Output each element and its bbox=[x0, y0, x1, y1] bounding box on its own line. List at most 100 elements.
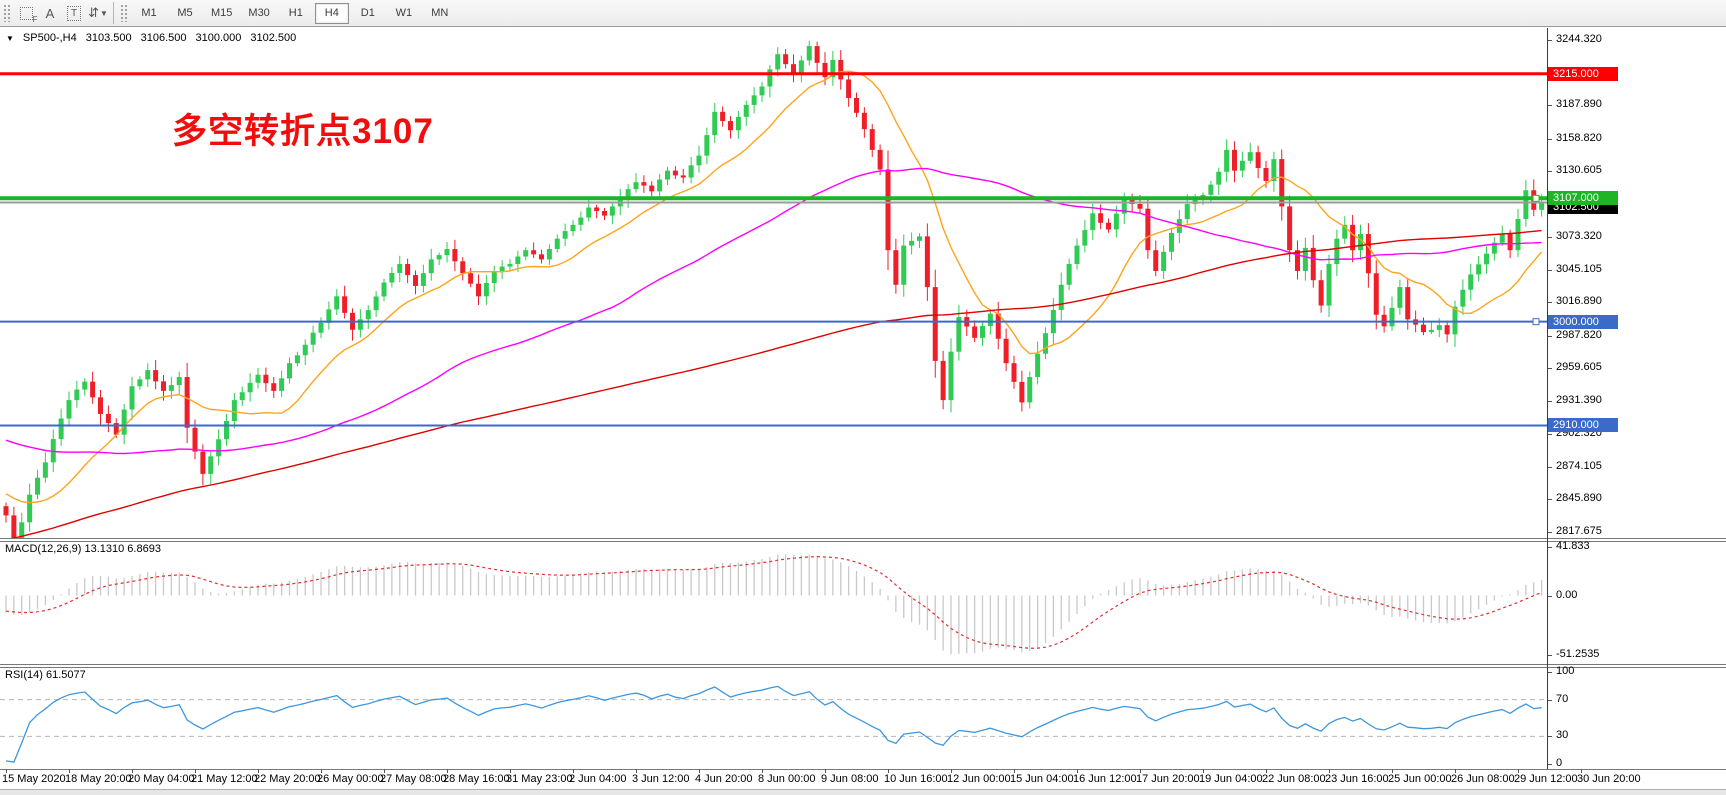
candle-body bbox=[877, 149, 883, 170]
time-tick-mark bbox=[1140, 769, 1141, 773]
candle-body bbox=[712, 111, 718, 136]
ma-150-line bbox=[10, 229, 1542, 538]
horizontal-scrollbar[interactable] bbox=[0, 789, 1726, 795]
timeframe-button-m15[interactable]: M15 bbox=[211, 7, 233, 19]
timeframe-button-h4[interactable]: H4 bbox=[314, 2, 349, 24]
candle-body bbox=[1153, 250, 1159, 271]
arrows-dropdown-caret[interactable]: ▼ bbox=[99, 8, 108, 18]
timeframe-button-m5[interactable]: M5 bbox=[177, 7, 193, 19]
candle-body bbox=[1279, 159, 1285, 207]
candle-body bbox=[924, 236, 930, 288]
time-tick-mark bbox=[6, 769, 7, 773]
candle-body bbox=[452, 249, 458, 262]
candle-body bbox=[389, 272, 395, 283]
text-a-icon[interactable]: A bbox=[45, 5, 55, 21]
time-label: 29 Jun 12:00 bbox=[1514, 773, 1578, 785]
timeframe-button-h1[interactable]: H1 bbox=[288, 7, 303, 19]
candle-body bbox=[105, 413, 111, 424]
candle-body bbox=[310, 332, 316, 345]
candle-body bbox=[334, 296, 340, 310]
time-tick-mark bbox=[447, 769, 448, 773]
axis-tick-mark bbox=[1548, 595, 1552, 597]
candle-body bbox=[168, 385, 174, 391]
toolbar-grip-handle[interactable] bbox=[3, 4, 10, 22]
candle-body bbox=[680, 175, 686, 178]
shapes-f-icon-box: F bbox=[19, 6, 38, 24]
time-tick-mark bbox=[1518, 769, 1519, 773]
axis-tick-mark bbox=[1548, 302, 1552, 304]
candle-body bbox=[1515, 219, 1521, 251]
candle-body bbox=[806, 46, 812, 61]
timeframe-button-mn[interactable]: MN bbox=[431, 7, 449, 19]
candle-body bbox=[1295, 250, 1300, 271]
candle-body bbox=[1342, 224, 1348, 239]
high-value: 3106.500 bbox=[140, 32, 187, 44]
candle-body bbox=[373, 296, 379, 311]
candle-body bbox=[602, 210, 607, 216]
open-value: 3103.500 bbox=[85, 32, 132, 44]
candle-body bbox=[625, 189, 631, 199]
candle-body bbox=[948, 351, 954, 401]
label-t-icon[interactable]: T bbox=[62, 2, 86, 24]
time-label: 26 May 00:00 bbox=[317, 773, 384, 785]
candle-body bbox=[1302, 247, 1308, 271]
timeframe-button-m1[interactable]: M1 bbox=[141, 7, 157, 19]
rsi-indicator-label: RSI(14) 61.5077 bbox=[5, 669, 86, 681]
candle-body bbox=[1137, 203, 1143, 209]
rsi-line bbox=[5, 685, 1542, 763]
candle-body bbox=[1358, 234, 1363, 251]
candle-body bbox=[420, 273, 426, 286]
time-label: 28 May 16:00 bbox=[443, 773, 510, 785]
main-macd-divider[interactable] bbox=[0, 538, 1726, 542]
price-tick-2817.675: 2817.675 bbox=[1556, 524, 1602, 537]
candle-body bbox=[672, 170, 678, 176]
candle-body bbox=[405, 264, 411, 276]
ohlc-toggle-icon[interactable]: ▼ bbox=[6, 34, 14, 43]
level-lines-layer[interactable] bbox=[0, 72, 1547, 427]
candle-body bbox=[743, 104, 749, 117]
candle-body bbox=[901, 245, 907, 285]
candle-body bbox=[972, 326, 978, 338]
timeframe-button-d1[interactable]: D1 bbox=[360, 7, 375, 19]
arrange-arrows-icon[interactable]: ⇵ ▼ bbox=[86, 2, 110, 24]
candle-body bbox=[1381, 314, 1387, 327]
candle-body bbox=[814, 46, 820, 63]
candle-body bbox=[271, 383, 277, 391]
toolbar: F A T ⇵ ▼ M1 M5 M15 M30 H1 H4 D1 W1 MN bbox=[0, 0, 1726, 27]
candle-body bbox=[113, 423, 119, 435]
candle-body bbox=[161, 381, 166, 391]
candle-body bbox=[1421, 324, 1426, 333]
timeframe-button-m30[interactable]: M30 bbox=[248, 7, 270, 19]
rsi-tick-30: 30 bbox=[1556, 729, 1569, 742]
candle-body bbox=[1271, 159, 1277, 182]
candle-body bbox=[357, 319, 363, 330]
candle-body bbox=[428, 259, 434, 274]
timeframe-button-w1[interactable]: W1 bbox=[395, 7, 413, 19]
macd-signal-line bbox=[5, 555, 1542, 649]
axis-tick-mark bbox=[1548, 105, 1552, 107]
moving-averages-layer bbox=[5, 70, 1543, 538]
macd-rsi-divider[interactable] bbox=[0, 664, 1726, 668]
candle-body bbox=[657, 179, 663, 192]
candle-body bbox=[830, 59, 836, 78]
timeframe-grip-handle[interactable] bbox=[120, 4, 127, 22]
time-label: 10 Jun 16:00 bbox=[884, 773, 948, 785]
candle-body bbox=[145, 370, 151, 380]
time-label: 20 May 04:00 bbox=[128, 773, 195, 785]
candle-body bbox=[436, 255, 442, 260]
candle-body bbox=[200, 451, 206, 474]
candle-body bbox=[932, 287, 938, 361]
candle-body bbox=[1113, 213, 1119, 230]
candle-body bbox=[1365, 234, 1371, 274]
candle-body bbox=[554, 238, 560, 249]
candle-body bbox=[1334, 238, 1340, 265]
time-tick-mark bbox=[321, 769, 322, 773]
candle-body bbox=[1444, 325, 1450, 335]
time-label: 9 Jun 08:00 bbox=[821, 773, 879, 785]
shapes-f-icon[interactable]: F bbox=[14, 2, 38, 24]
symbol-period-label: SP500-,H4 bbox=[22, 32, 77, 44]
candle-body bbox=[153, 370, 159, 382]
candle-body bbox=[1468, 274, 1474, 290]
candle-body bbox=[720, 111, 726, 122]
